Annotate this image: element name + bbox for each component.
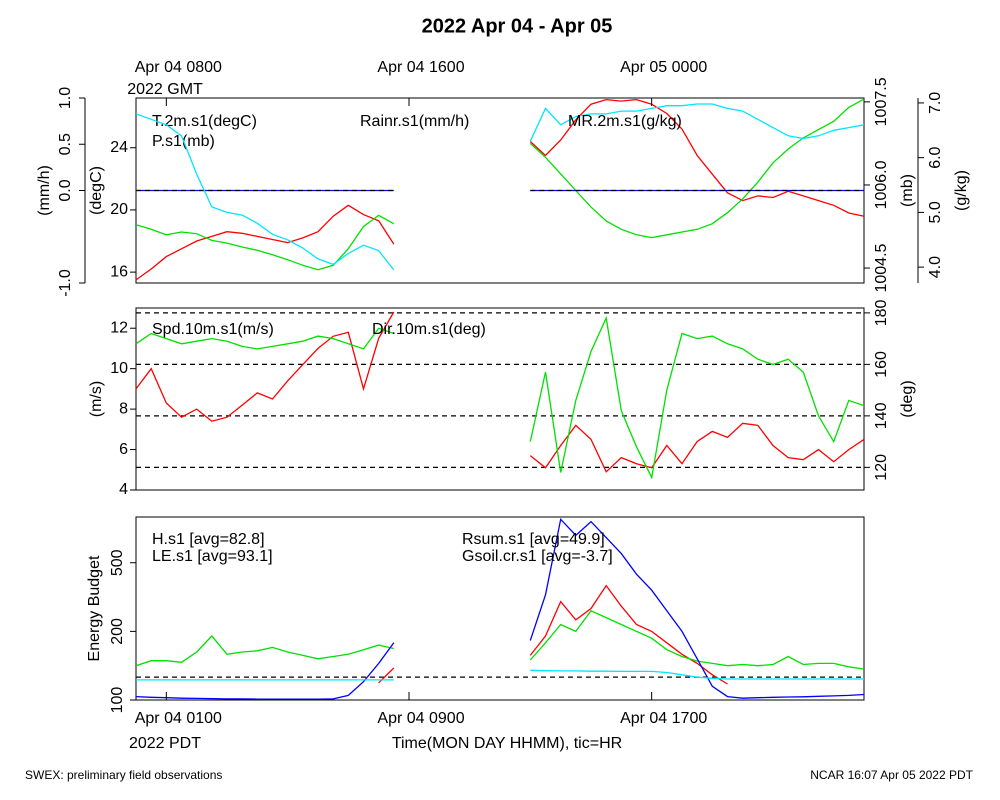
y-tick-label: 1006.0	[873, 160, 890, 209]
footer-right: NCAR 16:07 Apr 05 2022 PDT	[810, 768, 973, 782]
y-tick-label: 4	[119, 481, 128, 498]
series-line	[135, 98, 865, 271]
y-tick-label: 1.0	[57, 87, 74, 109]
y-tick-label: 6.0	[927, 146, 944, 168]
panel-frame	[135, 307, 865, 491]
legend-entry: Rsum.s1 [avg=49.9]	[462, 531, 605, 548]
y-tick-label: 5.0	[927, 201, 944, 223]
footer-left: SWEX: preliminary field observations	[25, 768, 222, 782]
y-tick-label: 120	[873, 454, 890, 481]
series-line	[136, 669, 864, 681]
y-tick-label: 100	[109, 687, 126, 714]
y-axis-title: (mm/h)	[36, 165, 53, 216]
y-axis-title: (mb)	[899, 174, 916, 207]
y-tick-label: 8	[119, 400, 128, 417]
y-tick-label: 24	[110, 139, 128, 156]
y-tick-label: 140	[873, 402, 890, 429]
legend-entry: H.s1 [avg=82.8]	[152, 531, 265, 548]
series-line	[135, 311, 865, 473]
legend-entry: LE.s1 [avg=93.1]	[152, 548, 273, 565]
x-axis-left-title: 2022 PDT	[129, 735, 201, 752]
legend-entry: Rainr.s1(mm/h)	[360, 113, 469, 130]
series-line	[135, 517, 865, 700]
legend-entry: MR.2m.s1(g/kg)	[568, 113, 682, 130]
x2-axis-title: 2022 GMT	[127, 81, 203, 98]
y-tick-label: -1.0	[57, 269, 74, 297]
series-line	[135, 103, 865, 271]
y-axis-title: Energy Budget	[86, 555, 103, 661]
x2-tick-label: Apr 04 1600	[377, 59, 464, 76]
x-tick-label: Apr 04 0900	[377, 710, 464, 727]
y-axis-title: (deg)	[899, 380, 916, 417]
x-tick-label: Apr 04 0100	[135, 710, 222, 727]
y-tick-label: 6	[119, 441, 128, 458]
y-tick-label: 20	[110, 201, 128, 218]
y-tick-label: 4.0	[927, 256, 944, 278]
chart-title: 2022 Apr 04 - Apr 05	[422, 15, 613, 37]
y-tick-label: 10	[110, 360, 128, 377]
legend-entry: Spd.10m.s1(m/s)	[152, 321, 274, 338]
legend-entry: Gsoil.cr.s1 [avg=-3.7]	[462, 548, 613, 565]
y-axis-title: (m/s)	[88, 381, 105, 417]
y-tick-label: 180	[873, 299, 890, 326]
x-tick-label: Apr 04 1700	[620, 710, 707, 727]
y-tick-label: 12	[110, 319, 128, 336]
y-tick-label: 0.5	[57, 133, 74, 155]
x2-tick-label: Apr 05 0000	[620, 59, 707, 76]
y-tick-label: 7.0	[927, 92, 944, 114]
y-axis-title: (degC)	[88, 166, 105, 215]
series-line	[135, 315, 865, 480]
y-tick-label: 200	[109, 618, 126, 645]
y-axis-title: (g/kg)	[953, 170, 970, 211]
legend-entry: T.2m.s1(degC)	[152, 113, 257, 130]
y-tick-label: 16	[110, 263, 128, 280]
y-tick-label: 160	[873, 351, 890, 378]
y-tick-label: 1007.5	[873, 77, 890, 126]
series-line	[378, 584, 728, 685]
y-tick-label: 0.0	[57, 179, 74, 201]
x2-tick-label: Apr 04 0800	[135, 59, 222, 76]
x-axis-title: Time(MON DAY HHMM), tic=HR	[392, 735, 622, 752]
y-tick-label: 500	[109, 549, 126, 576]
series-line	[135, 98, 865, 281]
y-tick-label: 1004.5	[873, 243, 890, 292]
panel-frame	[135, 516, 865, 701]
legend-entry: Dir.10m.s1(deg)	[372, 321, 486, 338]
series-line	[135, 609, 865, 670]
